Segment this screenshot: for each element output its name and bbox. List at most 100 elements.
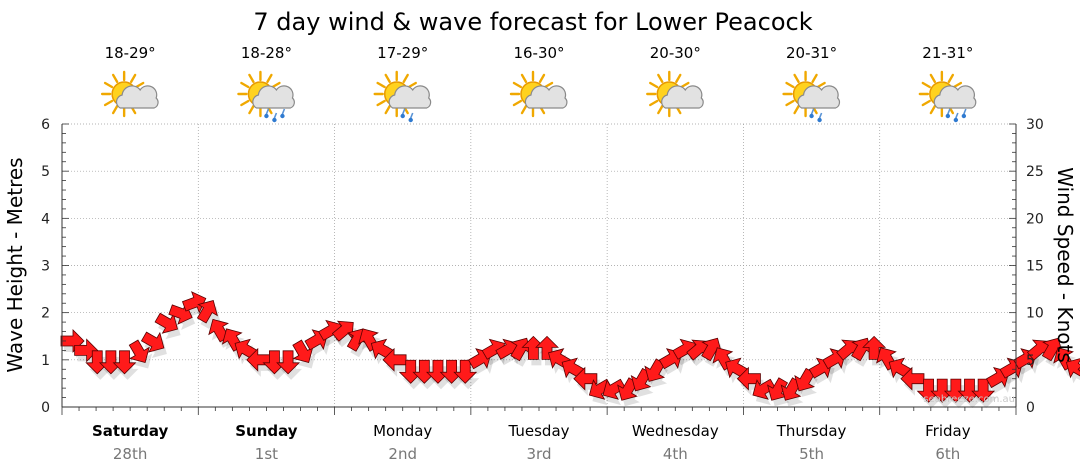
- watermark: seabreeze.com.au: [923, 394, 1015, 405]
- cloud-body: [661, 85, 704, 109]
- sun-ray: [816, 81, 826, 89]
- cloud-body: [388, 85, 432, 109]
- day-name-label: Sunday: [235, 422, 298, 440]
- cloud-body: [252, 85, 295, 109]
- wind-arrow: [140, 331, 165, 353]
- rain-streak: [810, 108, 815, 115]
- wind-arrow: [196, 300, 218, 324]
- sun-ray: [135, 81, 145, 89]
- wind-arrow: [794, 367, 816, 392]
- day-temp-range: 17-29°: [377, 44, 428, 62]
- rain-streak: [265, 108, 270, 115]
- rain-streak: [401, 108, 406, 115]
- wind-arrow: [780, 377, 802, 401]
- day-temp-range: 21-31°: [922, 44, 973, 62]
- wind-arrow: [292, 339, 314, 364]
- wind-arrow: [276, 350, 301, 375]
- rain-streak: [281, 108, 286, 115]
- wind-arrow: [602, 378, 626, 400]
- partly-cloudy-icon: [509, 70, 568, 118]
- wind-arrow: [1065, 357, 1080, 379]
- sun-ray: [675, 73, 682, 84]
- day-name-label: Saturday: [92, 422, 169, 440]
- rain-drop: [961, 113, 967, 119]
- sun-ray: [512, 81, 523, 89]
- sun-ray: [520, 73, 528, 84]
- sun-ray: [811, 73, 818, 84]
- cloud-shape: [115, 85, 159, 109]
- sun-ray: [680, 81, 690, 89]
- right-tick-label: 5: [1026, 353, 1035, 369]
- cloud-shape: [524, 85, 568, 109]
- left-tick-label: 3: [41, 259, 50, 275]
- right-tick-label: 10: [1026, 306, 1044, 322]
- sun-ray: [376, 99, 386, 107]
- sun-ray: [543, 81, 554, 89]
- day-date-label: 28th: [113, 445, 147, 463]
- rain-drop: [408, 117, 413, 123]
- day-date-label: 1st: [255, 445, 278, 463]
- sun-ray: [657, 73, 664, 84]
- sun-ray: [793, 104, 800, 115]
- day-date-label: 4th: [663, 445, 688, 463]
- sun-ray: [407, 81, 417, 89]
- right-tick-label: 30: [1026, 117, 1044, 133]
- cloud-shape: [933, 85, 977, 109]
- sun-ray: [921, 81, 931, 89]
- day-date-label: 3rd: [527, 445, 552, 463]
- wind-arrow: [1041, 337, 1063, 362]
- sun-ray: [129, 73, 137, 84]
- right-tick-label: 20: [1026, 211, 1044, 227]
- wave-height-ticks: 0 1 2 3 4 5 6: [41, 117, 69, 416]
- showers-icon: [237, 70, 295, 123]
- wind-arrow: [701, 337, 723, 362]
- wind-arrow: [573, 366, 598, 391]
- day-temp-range: 20-31°: [786, 44, 837, 62]
- light-showers-icon: [782, 70, 841, 123]
- day-temp-range: 20-30°: [650, 44, 701, 62]
- wind-arrow: [617, 377, 639, 401]
- wind-arrow: [971, 378, 996, 403]
- wind-arrow: [331, 320, 354, 342]
- day-temp-range: 18-29°: [105, 44, 156, 62]
- right-tick-label: 15: [1026, 259, 1044, 275]
- left-tick-label: 4: [41, 211, 50, 227]
- wind-arrow: [900, 366, 925, 391]
- sun-ray: [947, 73, 955, 84]
- rain-streak: [273, 112, 278, 119]
- chart-axes: [61, 124, 1017, 415]
- sun-ray: [512, 99, 523, 107]
- cloud-body: [933, 85, 977, 109]
- rain-drop: [264, 113, 269, 119]
- day-name-label: Tuesday: [507, 422, 569, 440]
- day-date-label: 2nd: [388, 445, 417, 463]
- day-forecast-header: 18-29° 18-28° 17-29° 16-30° 20-30° 20-31° 21-3…: [100, 44, 977, 123]
- wind-arrow: [736, 366, 761, 391]
- light-showers-icon: [373, 70, 432, 123]
- wind-speed-ticks: 0 5 10 15 20 25 30: [1009, 117, 1044, 416]
- wind-arrow: [112, 350, 137, 375]
- sun-ray: [271, 81, 281, 89]
- cloud-body: [797, 85, 841, 109]
- right-axis-title: Wind Speed - Knots: [1053, 167, 1077, 363]
- rain-streak: [963, 108, 967, 115]
- partly-cloudy-icon: [646, 70, 704, 118]
- rain-drop: [272, 117, 277, 123]
- sun-ray: [538, 73, 546, 84]
- sun-ray: [649, 99, 659, 107]
- sun-ray: [248, 104, 255, 115]
- day-date-label: 5th: [799, 445, 824, 463]
- cloud-shape: [661, 85, 704, 109]
- sun-ray: [240, 99, 250, 107]
- sun-ray: [111, 104, 119, 115]
- cloud-shape: [252, 85, 295, 109]
- day-temp-range: 16-30°: [513, 44, 564, 62]
- wind-arrow: [246, 347, 271, 372]
- wind-arrow: [630, 367, 652, 392]
- sun-ray: [952, 81, 963, 89]
- rain-drop: [280, 113, 285, 119]
- rain-drop: [400, 113, 405, 119]
- day-name-label: Wednesday: [632, 422, 719, 440]
- partly-cloudy-icon: [100, 70, 159, 118]
- left-tick-label: 5: [41, 164, 50, 180]
